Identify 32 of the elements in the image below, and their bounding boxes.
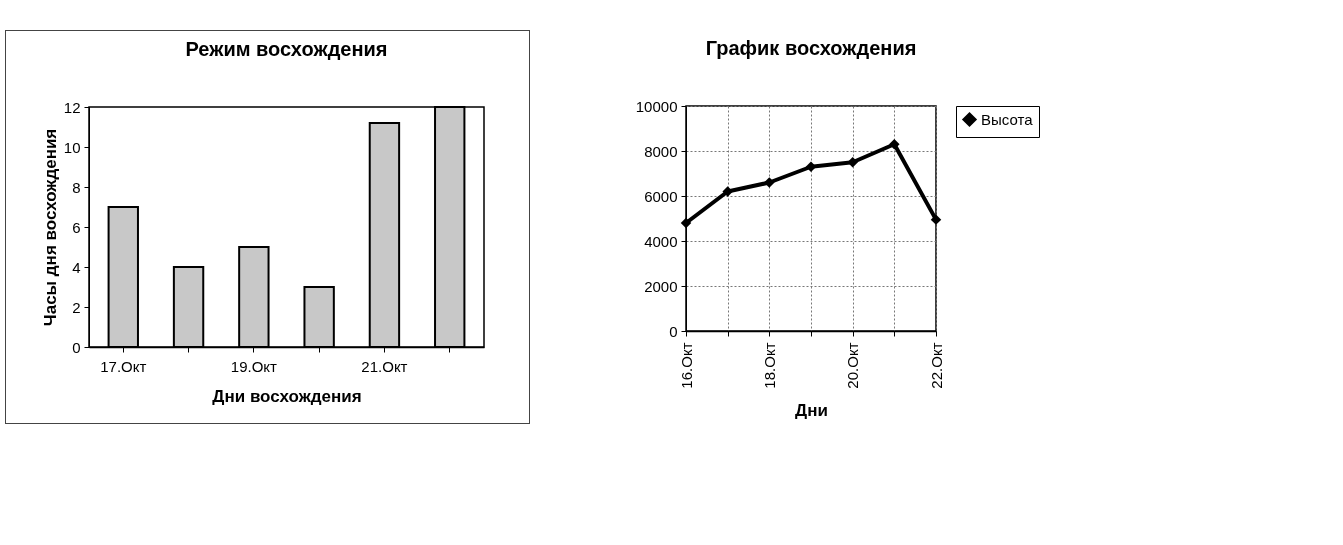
- y-tick-label: 12: [63, 98, 81, 116]
- legend-label: Высота: [981, 110, 1034, 128]
- x-tick-label: 16.Окт: [677, 342, 695, 389]
- point: [722, 186, 733, 197]
- point: [847, 157, 858, 168]
- y-tick-label: 2000: [644, 277, 678, 295]
- chart-title: Режим восхождения: [185, 38, 388, 60]
- y-tick-label: 2: [72, 298, 81, 316]
- x-tick-label: 21.Окт: [361, 357, 408, 375]
- y-tick-label: 0: [72, 338, 81, 356]
- y-tick-label: 4: [72, 258, 81, 276]
- x-tick-label: 17.Окт: [100, 357, 147, 375]
- point: [764, 177, 775, 188]
- point: [930, 214, 942, 225]
- y-tick-label: 8000: [644, 142, 678, 160]
- y-tick-label: 6000: [644, 187, 678, 205]
- x-tick-label: 18.Окт: [760, 342, 778, 389]
- y-tick-label: 8: [72, 178, 81, 196]
- point: [889, 139, 900, 150]
- x-tick-label: 19.Окт: [230, 357, 278, 375]
- y-tick-label: 10000: [635, 97, 678, 115]
- y-axis-title: Часы дня восхождения: [40, 128, 60, 327]
- x-tick-label: 22.Окт: [927, 342, 945, 389]
- point: [680, 217, 692, 229]
- y-tick-label: 0: [669, 322, 678, 340]
- y-tick-label: 10: [63, 138, 81, 156]
- x-axis-title: Дни восхождения: [212, 386, 362, 406]
- chart-title: График восхождения: [705, 37, 917, 59]
- y-tick-label: 4000: [644, 232, 678, 250]
- x-axis-title: Дни: [795, 400, 828, 420]
- x-tick-label: 20.Окт: [844, 342, 862, 389]
- y-tick-label: 6: [72, 218, 81, 236]
